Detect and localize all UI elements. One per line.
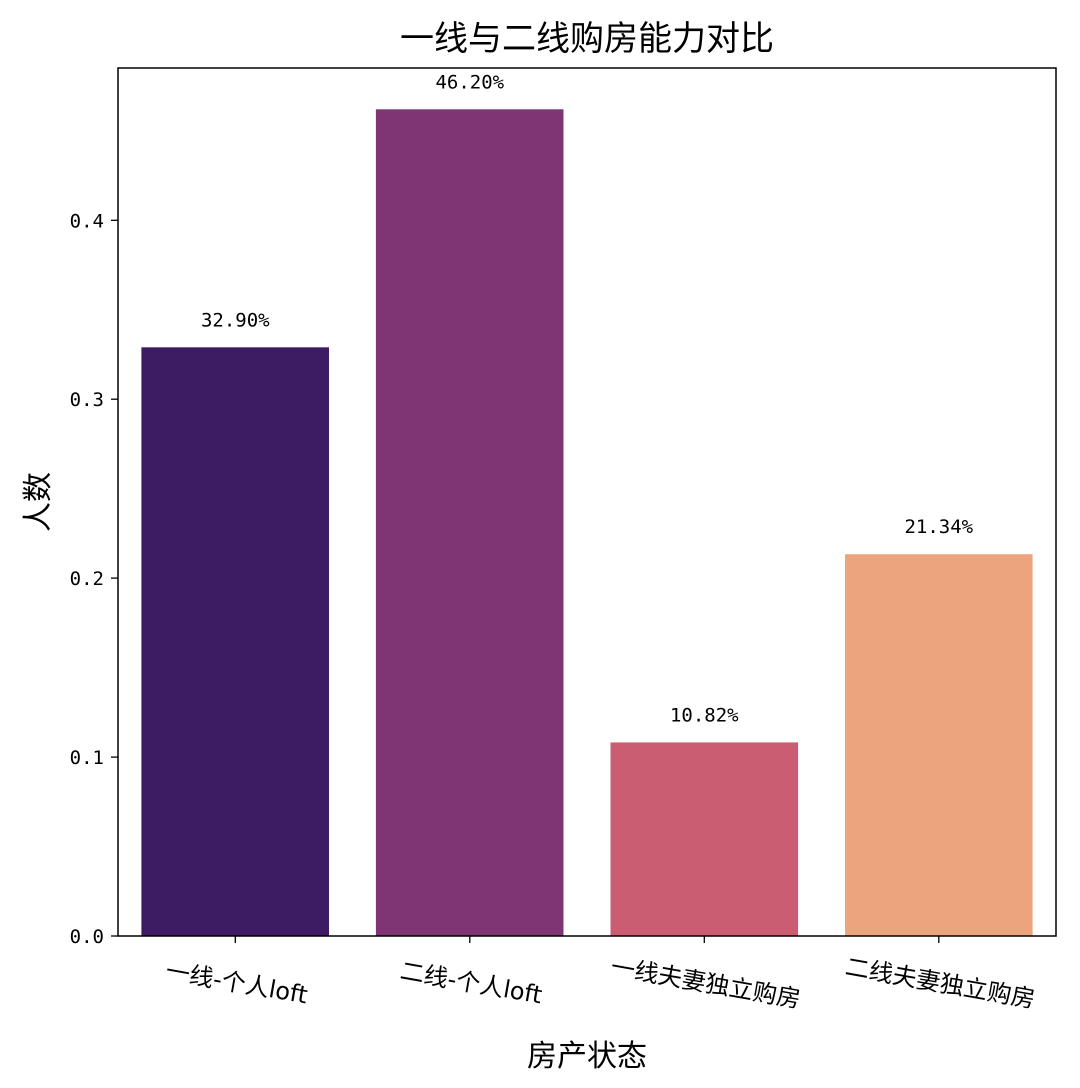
bar-value-label: 10.82% [670,704,739,726]
y-tick-label: 0.0 [70,926,104,948]
y-tick-label: 0.3 [70,389,104,411]
y-axis-title: 人数 [21,472,56,532]
chart-title: 一线与二线购房能力对比 [400,19,774,59]
x-axis: 一线-个人loft 二线-个人loft 一线夫妻独立购房 二线夫妻独立购房 [164,936,1037,1014]
bar-4 [845,554,1033,936]
bar-2 [375,109,564,937]
bar-3 [610,742,799,936]
x-tick-label: 一线夫妻独立购房 [609,953,803,1014]
plot-frame [117,67,1057,937]
x-tick-label: 二线-个人loft [398,957,544,1009]
bar-value-label: 21.34% [904,516,973,538]
y-tick-label: 0.1 [70,747,104,769]
x-axis-title: 房产状态 [527,1039,647,1074]
y-tick-label: 0.2 [70,568,104,590]
bars-layer: 32.90% 46.20% 10.82% 21.34% [141,71,1033,937]
y-axis: 0.0 0.1 0.2 0.3 0.4 [70,210,118,948]
bar-value-label: 32.90% [201,309,270,331]
y-tick-label: 0.4 [70,210,104,232]
x-tick-label: 一线-个人loft [164,957,310,1009]
bar-1 [141,347,329,936]
bar-value-label: 46.20% [435,71,504,93]
x-tick-label: 二线夫妻独立购房 [843,953,1037,1014]
